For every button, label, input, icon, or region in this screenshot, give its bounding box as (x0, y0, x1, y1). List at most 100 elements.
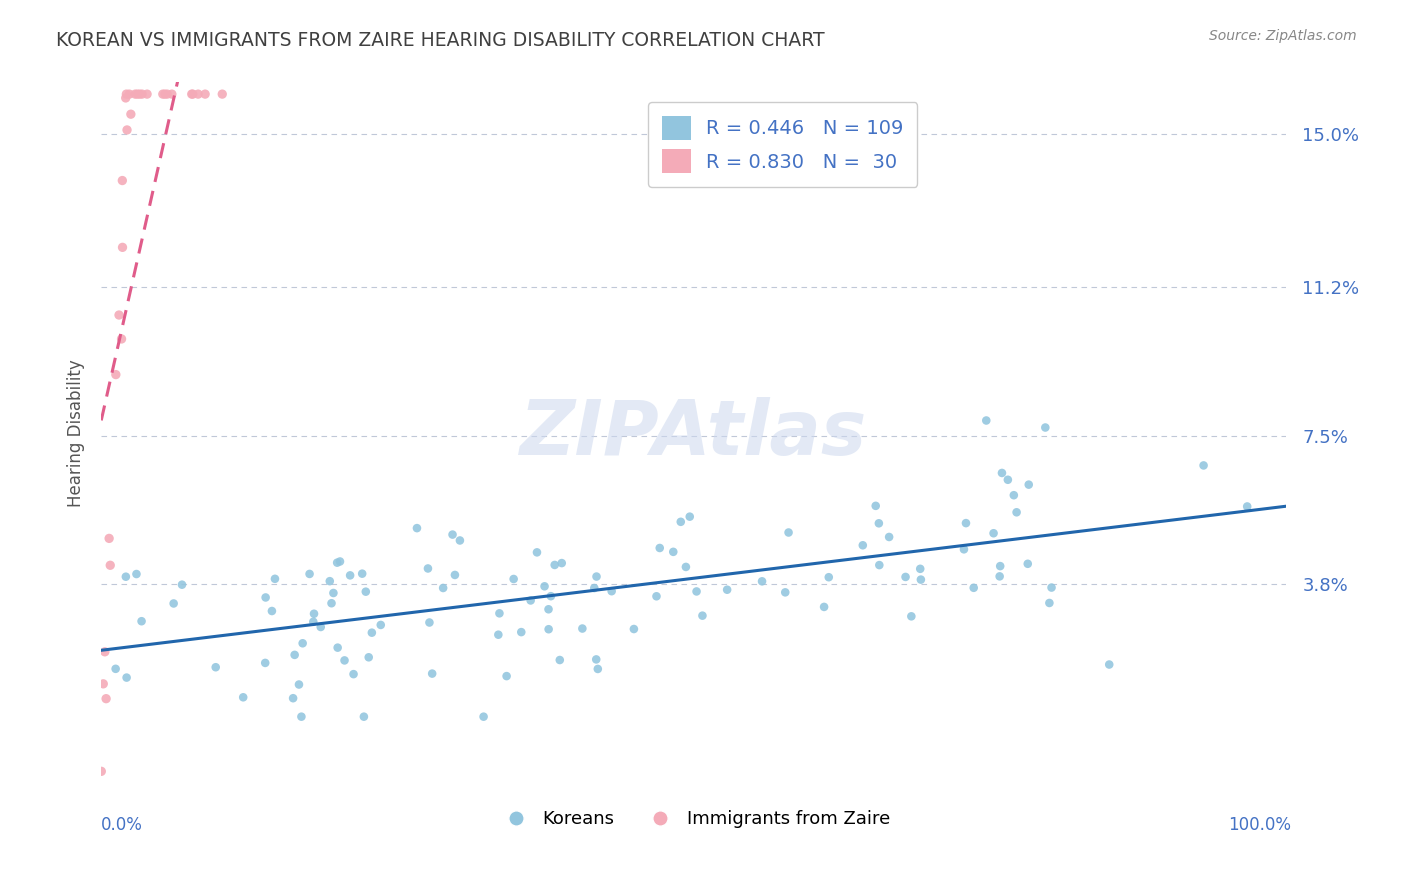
Point (181, 87, 204, 102)
Point (983, 526, 1005, 541)
Y-axis label: Hearing Disability: Hearing Disability (66, 359, 84, 508)
Point (685, 584, 707, 599)
Point (551, 556, 574, 570)
Point (868, 558, 890, 573)
Point (420, 666, 443, 681)
Text: KOREAN VS IMMIGRANTS FROM ZAIRE HEARING DISABILITY CORRELATION CHART: KOREAN VS IMMIGRANTS FROM ZAIRE HEARING … (56, 31, 825, 50)
Point (131, 87, 153, 102)
Point (716, 582, 738, 597)
Point (775, 585, 797, 599)
Point (342, 667, 364, 681)
Point (585, 652, 607, 666)
Point (1038, 596, 1060, 610)
Text: 0.0%: 0.0% (101, 816, 143, 834)
Point (115, 123, 138, 137)
Point (1192, 458, 1215, 473)
Legend: Koreans, Immigrants from Zaire: Koreans, Immigrants from Zaire (491, 803, 897, 836)
Point (583, 581, 606, 595)
Point (679, 509, 702, 524)
Point (648, 541, 671, 555)
Point (540, 589, 562, 603)
Point (114, 91, 136, 105)
Point (472, 709, 495, 723)
Point (544, 558, 567, 572)
Point (136, 87, 159, 102)
Point (180, 87, 202, 102)
Point (115, 671, 138, 685)
Point (309, 620, 332, 634)
Point (128, 87, 150, 102)
Point (326, 556, 349, 570)
Point (115, 570, 138, 584)
Point (302, 607, 325, 621)
Point (98, 532, 121, 546)
Point (751, 574, 773, 589)
Point (963, 581, 986, 595)
Point (623, 622, 645, 636)
Text: Source: ZipAtlas.com: Source: ZipAtlas.com (1209, 29, 1357, 43)
Point (110, 332, 132, 346)
Point (94, 645, 117, 659)
Point (813, 599, 835, 614)
Point (548, 653, 571, 667)
Point (118, 87, 141, 102)
Point (125, 567, 148, 582)
Point (360, 625, 382, 640)
Point (115, 87, 138, 102)
Point (910, 562, 932, 576)
Point (194, 87, 217, 102)
Point (585, 569, 607, 583)
Point (1033, 420, 1056, 434)
Point (170, 577, 193, 591)
Point (1017, 557, 1039, 571)
Point (894, 570, 917, 584)
Point (600, 584, 623, 599)
Point (124, 87, 146, 102)
Point (94, 691, 117, 706)
Point (319, 574, 342, 589)
Point (104, 368, 127, 382)
Point (991, 466, 1014, 480)
Point (586, 662, 609, 676)
Point (260, 604, 283, 618)
Point (510, 625, 533, 640)
Point (156, 87, 179, 102)
Point (339, 568, 361, 582)
Point (354, 584, 377, 599)
Point (432, 581, 454, 595)
Point (953, 542, 976, 557)
Point (254, 591, 277, 605)
Point (302, 615, 325, 629)
Point (444, 568, 467, 582)
Point (321, 596, 343, 610)
Point (416, 561, 439, 575)
Point (1002, 488, 1025, 502)
Point (486, 628, 509, 642)
Point (104, 662, 127, 676)
Point (284, 648, 307, 662)
Text: ZIPAtlas: ZIPAtlas (520, 397, 868, 470)
Point (290, 709, 312, 723)
Point (1098, 657, 1121, 672)
Point (1236, 500, 1258, 514)
Point (502, 572, 524, 586)
Point (865, 499, 887, 513)
Point (152, 87, 174, 102)
Point (997, 473, 1019, 487)
Point (98, 558, 121, 573)
Point (988, 559, 1011, 574)
Point (322, 586, 344, 600)
Point (778, 525, 800, 540)
Point (153, 87, 176, 102)
Point (519, 593, 541, 607)
Point (852, 538, 875, 552)
Point (537, 602, 560, 616)
Point (288, 677, 311, 691)
Point (669, 515, 692, 529)
Point (127, 87, 149, 102)
Point (817, 570, 839, 584)
Point (868, 516, 890, 531)
Point (281, 691, 304, 706)
Point (111, 173, 134, 187)
Text: 100.0%: 100.0% (1227, 816, 1291, 834)
